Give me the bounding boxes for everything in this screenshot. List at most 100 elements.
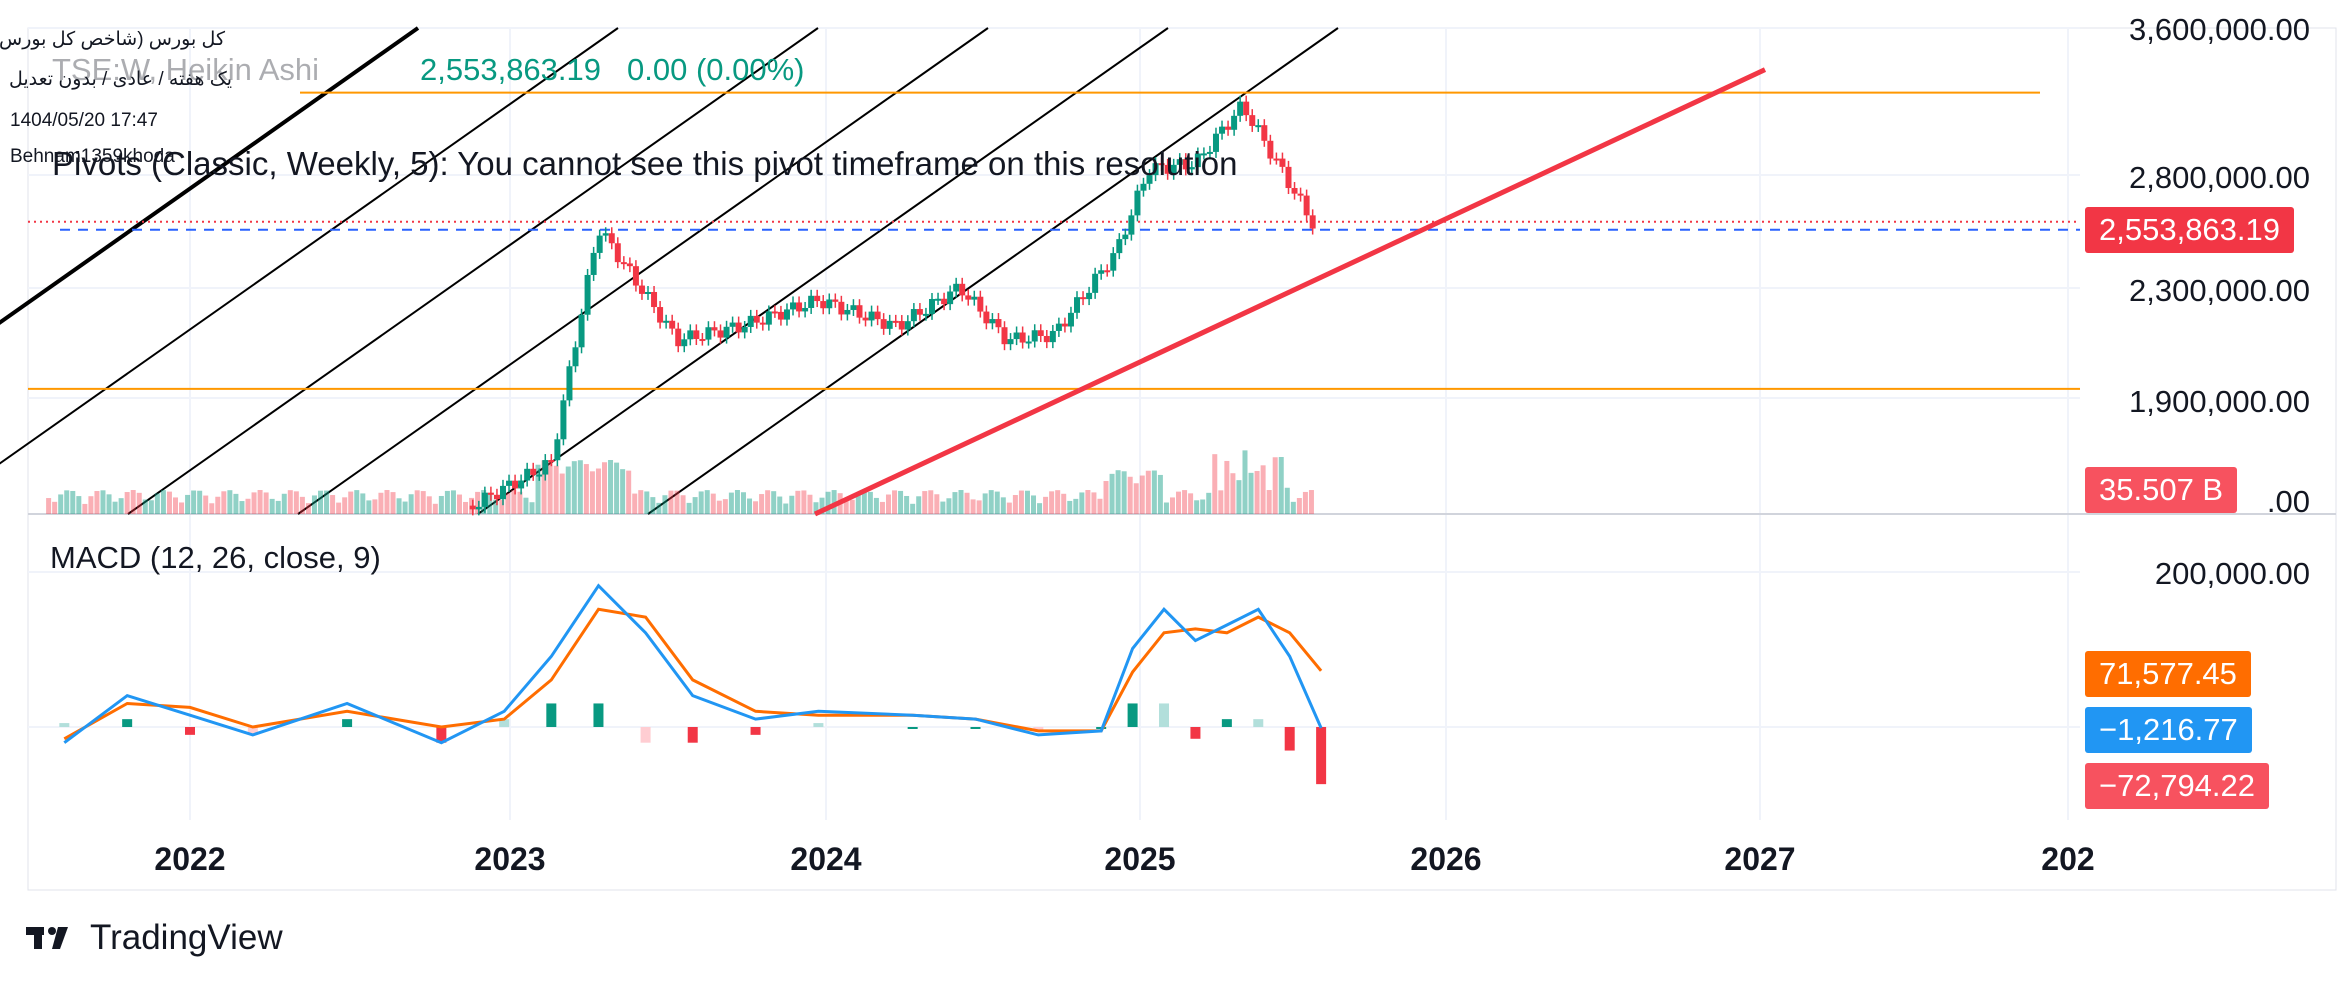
candle-body xyxy=(1219,127,1225,134)
volume-bar xyxy=(1128,477,1133,514)
volume-bar xyxy=(137,493,142,514)
x-tick-label: 202 xyxy=(2041,841,2094,877)
volume-bar xyxy=(203,496,208,514)
volume-bar xyxy=(910,504,915,514)
candle-body xyxy=(959,284,965,296)
volume-bar xyxy=(1037,503,1042,514)
x-tick-label: 2025 xyxy=(1104,841,1175,877)
candle-body xyxy=(760,323,766,325)
volume-bar xyxy=(1194,500,1199,514)
volume-bar xyxy=(1013,495,1018,514)
candle-body xyxy=(1050,331,1056,342)
candle-body xyxy=(863,318,869,321)
candle-body xyxy=(675,329,681,347)
volume-bar xyxy=(252,492,257,514)
volume-bar xyxy=(868,492,873,514)
candle-body xyxy=(850,305,856,310)
volume-bar xyxy=(451,490,456,514)
volume-bar xyxy=(934,494,939,514)
volume-bar xyxy=(1206,493,1211,514)
volume-bar xyxy=(209,503,214,514)
candle-body xyxy=(893,321,899,323)
volume-bar xyxy=(1049,491,1054,514)
candle-body xyxy=(518,481,524,489)
candle-body xyxy=(724,327,730,338)
volume-bar xyxy=(107,494,112,514)
candle-body xyxy=(681,339,687,346)
candle-body xyxy=(1020,332,1026,342)
candle-body xyxy=(1062,324,1068,327)
volume-bar xyxy=(952,492,957,514)
candle-body xyxy=(742,327,748,332)
volume-bar xyxy=(342,497,347,514)
volume-bar xyxy=(807,495,812,514)
volume-bar xyxy=(433,504,438,514)
volume-bar xyxy=(1218,490,1223,514)
volume-bar xyxy=(517,492,522,514)
candle-body xyxy=(832,299,838,301)
volume-bar xyxy=(1279,457,1284,514)
volume-bar xyxy=(922,491,927,514)
volume-bar xyxy=(1073,499,1078,514)
volume-bar xyxy=(1255,471,1260,514)
candle-body xyxy=(1032,330,1038,341)
volume-bar xyxy=(100,490,105,514)
candle-body xyxy=(542,460,548,474)
candle-body xyxy=(657,307,663,323)
volume-bar xyxy=(723,499,728,514)
candle-body xyxy=(1116,239,1122,253)
volume-bar xyxy=(1309,490,1314,514)
candle-body xyxy=(802,308,808,311)
volume-bar xyxy=(1055,490,1060,514)
y-tick-label: 2,300,000.00 xyxy=(2129,273,2310,308)
channel-line xyxy=(298,28,988,514)
candle-body xyxy=(530,469,536,475)
candle-body xyxy=(603,233,609,235)
volume-bar xyxy=(602,462,607,514)
candle-body xyxy=(1110,253,1116,271)
volume-bar xyxy=(789,496,794,514)
y-tick-label: 1,900,000.00 xyxy=(2129,384,2310,419)
candle-body xyxy=(796,302,802,311)
y-tick-label: 2,800,000.00 xyxy=(2129,160,2310,195)
volume-bar xyxy=(656,503,661,514)
volume-bar xyxy=(765,490,770,514)
volume-bar xyxy=(173,497,178,514)
legend-title[interactable]: TSE:W, Heikin Ashi xyxy=(52,52,319,88)
volume-bar xyxy=(64,490,69,514)
volume-bar xyxy=(409,494,414,514)
volume-bar xyxy=(632,494,637,514)
volume-bar xyxy=(1025,491,1030,514)
volume-bar xyxy=(312,495,317,514)
channel-line xyxy=(128,28,818,514)
macd-histogram-bar xyxy=(1128,703,1138,727)
horizontal-levels xyxy=(28,93,2080,389)
candle-body xyxy=(917,309,923,315)
candle-body xyxy=(488,493,494,495)
macd-pane xyxy=(59,586,1326,784)
pivot-note[interactable]: Pivots (Classic, Weekly, 5): You cannot … xyxy=(52,145,1238,183)
histogram-badge: −72,794.22 xyxy=(2085,763,2269,809)
candle-body xyxy=(1026,342,1032,344)
tradingview-logo[interactable]: TradingView xyxy=(26,918,283,958)
volume-bar xyxy=(578,460,583,514)
candle-body xyxy=(645,292,651,294)
channel-line xyxy=(0,28,618,514)
volume-bar xyxy=(288,490,293,514)
volume-bar xyxy=(983,493,988,514)
volume-bar xyxy=(1110,474,1115,514)
candle-body xyxy=(548,460,554,462)
volume-bar xyxy=(681,495,686,514)
volume-bar xyxy=(1176,492,1181,514)
volume-bar xyxy=(227,490,232,514)
volume-bar xyxy=(76,496,81,514)
volume-bar xyxy=(717,501,722,514)
macd-title[interactable]: MACD (12, 26, close, 9) xyxy=(50,540,381,576)
candle-body xyxy=(1255,125,1261,127)
volume-bar xyxy=(650,497,655,514)
volume-bar xyxy=(705,490,710,514)
macd-histogram-bar xyxy=(1253,719,1263,727)
volume-bar xyxy=(693,497,698,514)
candle-body xyxy=(875,312,881,320)
volume-bar xyxy=(1170,497,1175,514)
